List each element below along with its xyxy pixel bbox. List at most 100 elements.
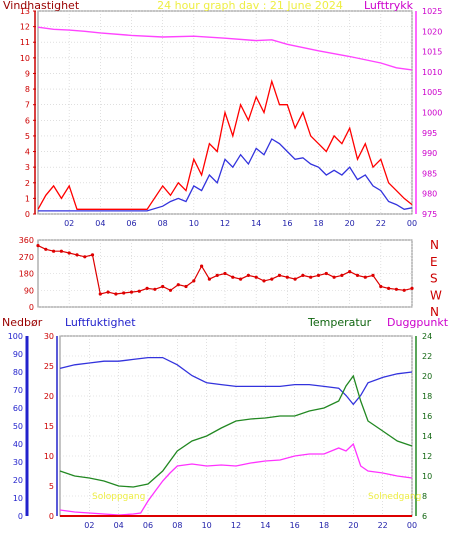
wind-speed-tick: 9: [25, 69, 30, 78]
panel-temperature: 0 10 20 30 40 50 60 70 80 90 100 0 5 10 15 20 25 30 6 8 10…: [2, 316, 449, 530]
pressure-tick: 975: [422, 210, 437, 219]
precip-tick: 20: [13, 476, 23, 485]
direction-degree-tick: 360: [19, 236, 34, 245]
wind-series-line-1: [37, 78, 413, 210]
wind-time-tick: 14: [251, 219, 261, 228]
humidity-label: Luftfuktighet: [65, 316, 136, 329]
pressure-label: Lufttrykk: [364, 0, 414, 12]
direction-compass-tick: S: [430, 272, 438, 286]
pressure-tick: 985: [422, 169, 437, 178]
temperature-time-tick: 16: [290, 521, 300, 530]
wind-speed-tick: 8: [25, 85, 30, 94]
precip-label: Nedbør: [2, 316, 43, 329]
pressure-tick: 1010: [422, 68, 442, 77]
temperature-time-tick: 20: [348, 521, 358, 530]
sunset-label: Solnedgang: [368, 492, 421, 502]
humidity-tick: 10: [44, 452, 54, 461]
pressure-tick: 990: [422, 149, 437, 158]
wind-series-line-2: [38, 138, 413, 212]
precip-tick: 0: [18, 512, 23, 521]
temperature-time-tick: 22: [378, 521, 388, 530]
wind-speed-tick: 6: [25, 116, 30, 125]
pressure-tick: 995: [422, 129, 437, 138]
wind-time-tick: 16: [282, 219, 292, 228]
temp-tick: 12: [422, 452, 432, 461]
wind-time-tick: 10: [189, 219, 199, 228]
wind-speed-tick: 10: [20, 54, 30, 63]
humidity-tick: 15: [44, 422, 54, 431]
temperature-series-line-1: [59, 374, 413, 488]
wind-time-tick: 12: [220, 219, 230, 228]
wind-time-tick: 20: [345, 219, 355, 228]
direction-compass-tick: E: [430, 255, 438, 269]
precip-tick: 10: [13, 494, 23, 503]
precip-axis: 0 10 20 30 40 50 60 70 80 90 100: [8, 332, 29, 521]
temp-tick: 10: [422, 472, 432, 481]
precip-tick: 90: [13, 350, 23, 359]
temperature-series: [59, 356, 413, 517]
pressure-tick: 1025: [422, 7, 442, 16]
wind-grid: [38, 10, 413, 215]
wind-speed-tick: 13: [20, 7, 30, 16]
wind-speed-tick: 3: [25, 163, 30, 172]
direction-compass-tick: N: [430, 238, 439, 252]
temperature-series-line-2: [59, 442, 413, 516]
pressure-axis: 975 980 985 990 995 1000 1005 1010 1015 1020 1025: [415, 7, 442, 219]
wind-time-tick: 00: [407, 219, 417, 228]
temperature-time-tick: 02: [84, 521, 94, 530]
wind-time-tick: 06: [126, 219, 136, 228]
direction-line: [37, 245, 413, 295]
precip-tick: 70: [13, 386, 23, 395]
temperature-label: Temperatur: [307, 316, 372, 329]
humidity-tick: 25: [44, 362, 54, 371]
wind-series: [37, 26, 413, 212]
wind-speed-tick: 5: [25, 132, 30, 141]
temperature-time-tick: 08: [172, 521, 182, 530]
direction-degree-tick: 180: [19, 270, 34, 279]
chart-title: 24 hour graph dav : 21 June 2024: [157, 0, 343, 12]
precip-tick: 80: [13, 368, 23, 377]
humidity-tick: 0: [49, 512, 54, 521]
temperature-series-line-0: [59, 356, 413, 406]
direction-compass-tick: N: [430, 305, 439, 319]
temperature-time-tick: 00: [407, 521, 417, 530]
wind-speed-tick: 0: [25, 210, 30, 219]
pressure-tick: 1005: [422, 88, 442, 97]
temp-tick: 6: [422, 512, 427, 521]
temperature-time-tick: 10: [202, 521, 212, 530]
direction-degree-tick: 270: [19, 253, 34, 262]
sunrise-label: Soloppgang: [92, 492, 145, 502]
direction-compass-tick: W: [430, 288, 442, 302]
wind-time-tick: 08: [158, 219, 168, 228]
humidity-tick: 30: [44, 332, 54, 341]
humidity-axis: 0 5 10 15 20 25 30: [44, 332, 58, 521]
direction-degree-axis: 0 90 180 270 360: [19, 236, 34, 312]
temp-axis: 6 8 10 12 14 16 18 20 22 24: [415, 332, 432, 521]
temp-tick: 16: [422, 412, 432, 421]
wind-time-tick: 02: [64, 219, 74, 228]
wind-time-axis: 02 04 06 08 10 12 14 16 18 20 22 00: [64, 219, 417, 228]
precip-tick: 30: [13, 458, 23, 467]
precip-tick: 100: [8, 332, 23, 341]
temp-tick: 22: [422, 352, 432, 361]
wind-time-tick: 22: [376, 219, 386, 228]
temp-tick: 24: [422, 332, 432, 341]
wind-time-tick: 04: [95, 219, 105, 228]
direction-series: [36, 244, 414, 296]
humidity-tick: 5: [49, 482, 54, 491]
direction-degree-tick: 90: [24, 286, 34, 295]
temperature-time-axis: 02 04 06 08 10 12 14 16 18 20 22 00: [84, 521, 417, 530]
wind-speed-tick: 4: [25, 148, 30, 157]
wind-speed-tick: 12: [20, 23, 30, 32]
temperature-time-tick: 18: [319, 521, 329, 530]
wind-speed-tick: 11: [20, 38, 30, 47]
wind-speed-label: Vindhastighet: [3, 0, 80, 12]
wind-series-line-0: [37, 26, 413, 71]
wind-speed-tick: 2: [25, 179, 30, 188]
pressure-tick: 1015: [422, 48, 442, 57]
precip-tick: 60: [13, 404, 23, 413]
wind-speed-tick: 7: [25, 101, 30, 110]
